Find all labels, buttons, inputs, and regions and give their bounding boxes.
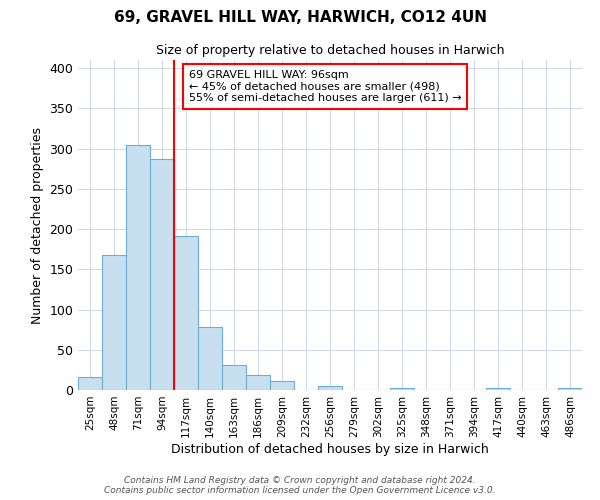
Text: Contains HM Land Registry data © Crown copyright and database right 2024.
Contai: Contains HM Land Registry data © Crown c…: [104, 476, 496, 495]
Bar: [246, 374, 270, 390]
Bar: [558, 388, 582, 390]
Bar: [198, 327, 222, 390]
Bar: [174, 236, 198, 390]
Bar: [270, 381, 294, 390]
Text: 69, GRAVEL HILL WAY, HARWICH, CO12 4UN: 69, GRAVEL HILL WAY, HARWICH, CO12 4UN: [113, 10, 487, 25]
Title: Size of property relative to detached houses in Harwich: Size of property relative to detached ho…: [156, 44, 504, 58]
Bar: [126, 144, 150, 390]
Bar: [102, 255, 126, 390]
Text: 69 GRAVEL HILL WAY: 96sqm
← 45% of detached houses are smaller (498)
55% of semi: 69 GRAVEL HILL WAY: 96sqm ← 45% of detac…: [189, 70, 461, 103]
Bar: [222, 365, 246, 390]
Bar: [486, 388, 510, 390]
Bar: [78, 377, 102, 390]
X-axis label: Distribution of detached houses by size in Harwich: Distribution of detached houses by size …: [171, 442, 489, 456]
Y-axis label: Number of detached properties: Number of detached properties: [31, 126, 44, 324]
Bar: [150, 159, 174, 390]
Bar: [318, 386, 342, 390]
Bar: [390, 388, 414, 390]
